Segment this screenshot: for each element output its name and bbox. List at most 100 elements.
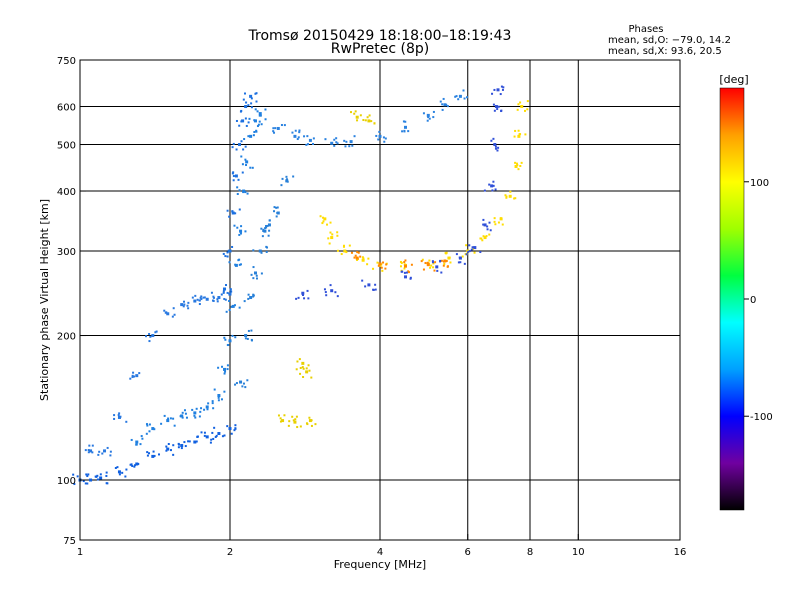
data-point: [217, 394, 221, 398]
data-point-scatter: [427, 116, 430, 119]
data-point-scatter: [291, 415, 294, 418]
data-point-scatter: [488, 233, 491, 236]
data-point-scatter: [305, 422, 308, 425]
data-point-scatter: [261, 235, 264, 238]
data-point-scatter: [252, 293, 255, 296]
data-point-scatter: [368, 114, 371, 117]
data-point-scatter: [518, 133, 521, 136]
data-point-scatter: [244, 337, 247, 340]
data-point-scatter: [119, 415, 122, 418]
data-point-scatter: [465, 244, 468, 247]
data-point: [435, 265, 439, 269]
data-point-scatter: [276, 211, 279, 214]
data-point: [151, 427, 155, 431]
data-point-scatter: [148, 423, 151, 426]
data-point-scatter: [200, 295, 203, 298]
data-point-scatter: [154, 331, 157, 334]
data-point: [323, 217, 327, 221]
data-point: [89, 449, 93, 453]
data-point-scatter: [232, 142, 235, 145]
data-point-scatter: [283, 414, 286, 417]
data-point-scatter: [245, 124, 248, 127]
data-point-scatter: [226, 255, 229, 258]
data-point-scatter: [146, 424, 149, 427]
x-tick-label: 2: [227, 547, 233, 558]
data-point: [514, 164, 518, 168]
data-point: [99, 476, 103, 480]
data-point-scatter: [335, 137, 338, 140]
data-point-scatter: [496, 108, 499, 111]
data-point-scatter: [172, 307, 175, 310]
data-point: [193, 299, 197, 303]
data-point-scatter: [375, 134, 378, 137]
data-point-scatter: [173, 313, 176, 316]
data-point-scatter: [223, 390, 226, 393]
data-point-scatter: [354, 110, 357, 113]
data-point-scatter: [212, 296, 215, 299]
data-point-scatter: [98, 450, 101, 453]
data-point-scatter: [220, 398, 223, 401]
data-point-scatter: [442, 97, 445, 100]
y-tick-label: 600: [57, 103, 76, 114]
data-point: [205, 435, 209, 439]
data-point: [205, 297, 209, 301]
data-point-scatter: [513, 135, 516, 138]
data-point-scatter: [274, 127, 277, 130]
data-point-scatter: [308, 369, 311, 372]
data-point-scatter: [191, 408, 194, 411]
data-point-scatter: [236, 193, 239, 196]
data-point-scatter: [258, 120, 261, 123]
data-point-scatter: [259, 114, 262, 117]
data-point-scatter: [203, 431, 206, 434]
data-point-scatter: [266, 246, 269, 249]
data-point-scatter: [310, 419, 313, 422]
data-point: [231, 304, 235, 308]
data-point: [293, 420, 297, 424]
data-point-scatter: [137, 462, 140, 465]
data-point-scatter: [140, 435, 143, 438]
data-point-scatter: [342, 244, 345, 247]
data-point-scatter: [148, 332, 151, 335]
data-point-scatter: [294, 418, 297, 421]
data-point-scatter: [243, 92, 246, 95]
data-point-scatter: [404, 265, 407, 268]
data-point-scatter: [228, 308, 231, 311]
data-point-scatter: [303, 135, 306, 138]
data-point-scatter: [183, 409, 186, 412]
data-point-scatter: [238, 189, 241, 192]
data-point-scatter: [260, 123, 263, 126]
data-point-scatter: [361, 256, 364, 259]
data-point-scatter: [301, 294, 304, 297]
data-point-scatter: [400, 261, 403, 264]
data-point: [494, 105, 498, 109]
data-point-scatter: [183, 303, 186, 306]
data-point-scatter: [224, 255, 227, 258]
data-point-scatter: [356, 251, 359, 254]
data-point-scatter: [237, 178, 240, 181]
data-point: [166, 447, 170, 451]
data-point: [135, 440, 139, 444]
data-point-scatter: [493, 88, 496, 91]
data-point: [135, 374, 139, 378]
data-point-scatter: [403, 261, 406, 264]
data-point-scatter: [234, 424, 237, 427]
data-point-scatter: [364, 285, 367, 288]
data-point-scatter: [439, 259, 442, 262]
data-point-scatter: [433, 269, 436, 272]
data-point-scatter: [428, 117, 431, 120]
data-point-scatter: [203, 408, 206, 411]
data-point-scatter: [455, 253, 458, 256]
data-point: [180, 414, 184, 418]
data-point-scatter: [258, 114, 261, 117]
data-point-scatter: [250, 273, 253, 276]
data-point-scatter: [145, 432, 148, 435]
data-point-scatter: [180, 447, 183, 450]
data-point-scatter: [384, 137, 387, 140]
data-point-scatter: [145, 335, 148, 338]
data-point-scatter: [217, 396, 220, 399]
data-point-scatter: [228, 215, 231, 218]
data-point-scatter: [486, 225, 489, 228]
data-point-scatter: [502, 86, 505, 89]
data-point-scatter: [275, 206, 278, 209]
data-point-scatter: [217, 366, 220, 369]
